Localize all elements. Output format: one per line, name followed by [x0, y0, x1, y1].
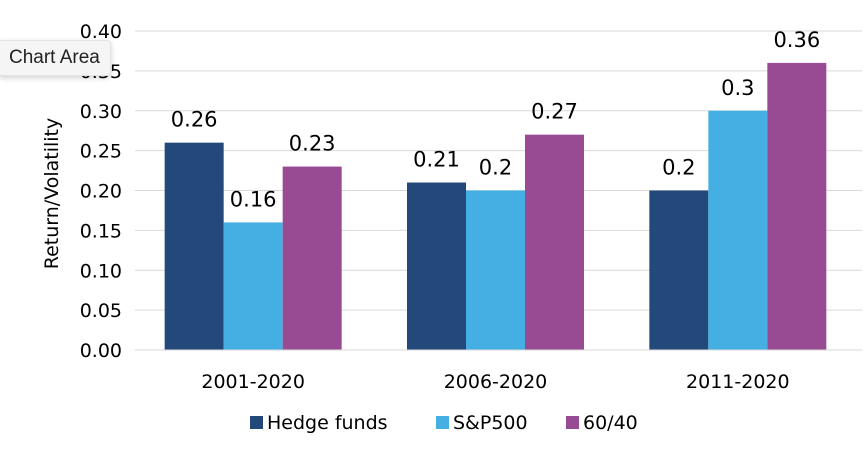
bar	[282, 166, 342, 350]
bar	[525, 134, 584, 350]
legend-swatch	[566, 416, 579, 429]
bar	[223, 222, 283, 350]
y-tick-label: 0.15	[80, 220, 122, 242]
bar	[164, 142, 224, 350]
data-label: 0.16	[230, 187, 277, 211]
y-tick-label: 0.25	[80, 141, 122, 163]
x-tick-label: 2006-2020	[444, 371, 548, 393]
legend-swatch	[250, 416, 263, 429]
y-tick-label: 0.30	[80, 101, 122, 123]
bar	[767, 62, 827, 351]
data-label: 0.2	[662, 156, 695, 180]
legend-label: S&P500	[453, 412, 528, 434]
x-tick-label: 2001-2020	[201, 371, 305, 393]
y-axis-label: Return/Volatility	[41, 118, 63, 270]
y-tick-label: 0.20	[80, 181, 122, 203]
x-tick-label: 2011-2020	[686, 371, 790, 393]
legend-label: Hedge funds	[267, 412, 388, 434]
data-label: 0.27	[531, 100, 578, 124]
data-label: 0.3	[721, 76, 754, 100]
data-label: 0.21	[413, 148, 460, 172]
y-tick-label: 0.00	[80, 340, 122, 362]
y-tick-label: 0.40	[80, 21, 122, 43]
data-label: 0.26	[171, 108, 218, 132]
legend-swatch	[436, 416, 449, 429]
data-label: 0.23	[289, 132, 336, 156]
bar	[708, 110, 768, 350]
legend-label: 60/40	[583, 412, 638, 434]
data-label: 0.2	[479, 156, 512, 180]
bar	[407, 182, 466, 350]
y-tick-label: 0.10	[80, 260, 122, 282]
bar	[466, 190, 525, 350]
chart-area-tooltip: Chart Area	[0, 40, 111, 76]
bar	[649, 190, 709, 350]
data-label: 0.36	[773, 28, 820, 52]
y-tick-label: 0.05	[80, 300, 122, 322]
